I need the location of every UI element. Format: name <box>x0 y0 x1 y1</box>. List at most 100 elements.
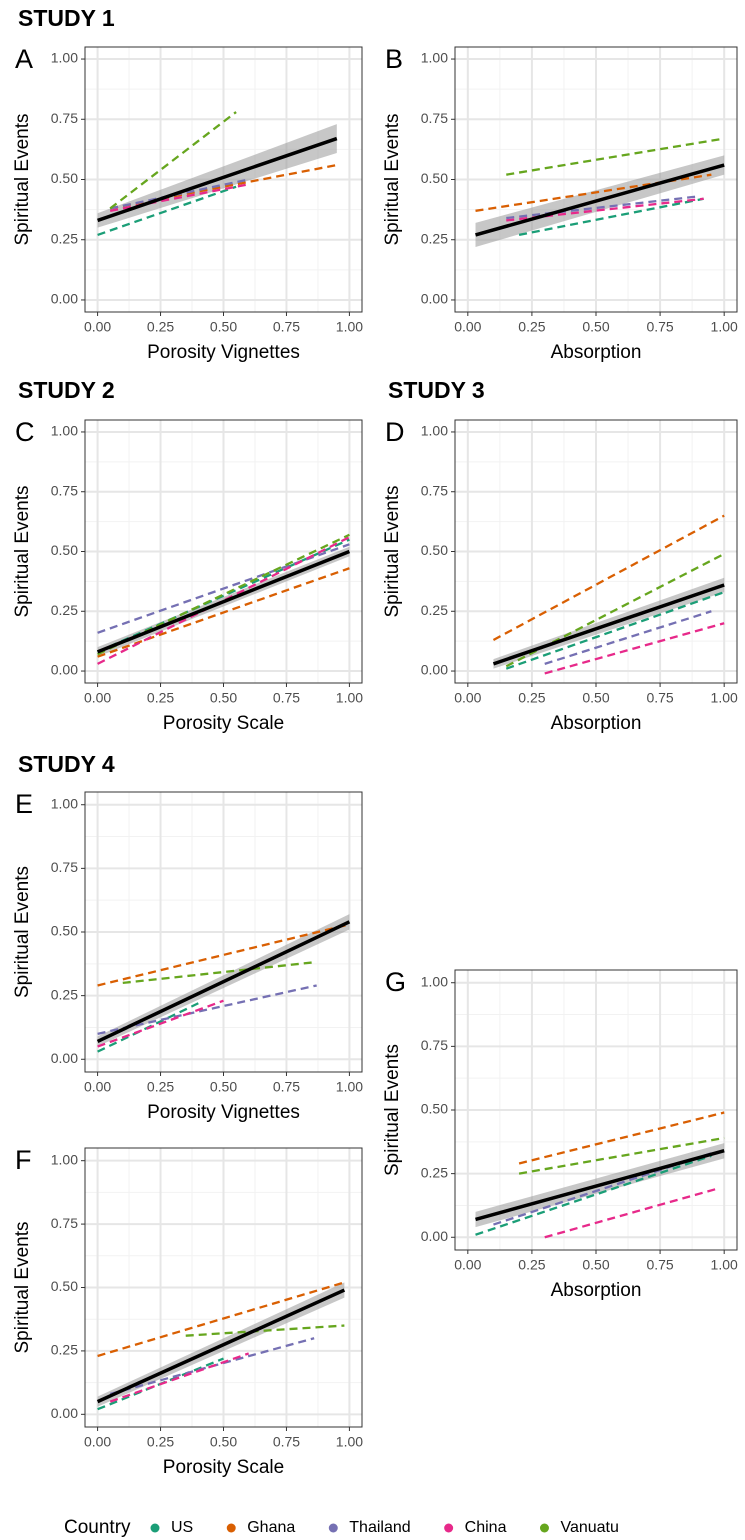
country-fit-line <box>492 514 725 641</box>
y-tick-label: 0.25 <box>421 230 448 246</box>
y-tick-label: 0.75 <box>51 110 78 126</box>
x-tick-label: 0.25 <box>147 319 174 335</box>
x-tick-label: 0.75 <box>646 319 673 335</box>
x-axis-label: Absorption <box>551 342 642 363</box>
x-tick-label: 0.25 <box>518 319 545 335</box>
y-tick-label: 0.00 <box>421 662 448 678</box>
plot-border <box>84 791 363 1073</box>
country-fit-line <box>109 111 237 210</box>
y-tick-label: 1.00 <box>421 973 448 989</box>
y-tick-label: 0.50 <box>421 542 448 558</box>
x-tick-label: 0.00 <box>454 319 481 335</box>
y-tick-label: 0.25 <box>421 1164 448 1180</box>
x-axis-label: Porosity Vignettes <box>147 1102 300 1123</box>
y-tick-label: 0.75 <box>51 1215 78 1231</box>
y-axis-label: Spiritual Events <box>12 1221 33 1353</box>
country-fit-line <box>97 923 350 987</box>
y-tick-label: 1.00 <box>421 423 448 439</box>
y-tick-label: 0.50 <box>421 170 448 186</box>
x-tick-label: 0.50 <box>210 319 237 335</box>
x-tick-label: 0.50 <box>582 319 609 335</box>
y-tick-label: 1.00 <box>421 50 448 66</box>
panel-letter: B <box>385 44 403 74</box>
x-tick-label: 1.00 <box>711 690 738 706</box>
plot-area <box>455 970 737 1250</box>
overall-fit-line <box>96 920 351 1044</box>
study-heading: STUDY 2 <box>18 377 115 403</box>
country-fit-line <box>97 536 350 665</box>
y-tick-label: 0.00 <box>51 662 78 678</box>
panel-letter: F <box>15 1145 32 1175</box>
panel-letter: C <box>15 417 35 447</box>
y-tick-label: 0.50 <box>51 170 78 186</box>
x-axis-label: Porosity Scale <box>163 713 284 734</box>
y-tick-label: 0.00 <box>51 291 78 307</box>
y-tick-label: 0.00 <box>421 291 448 307</box>
legend-swatch <box>150 1523 160 1533</box>
country-fit-line <box>97 984 317 1035</box>
legend-label: Vanuatu <box>560 1519 618 1536</box>
y-tick-label: 0.75 <box>51 482 78 498</box>
plot-area <box>455 47 737 312</box>
x-tick-label: 0.25 <box>518 1257 545 1273</box>
x-tick-label: 0.75 <box>646 1257 673 1273</box>
x-tick-label: 0.50 <box>582 1257 609 1273</box>
x-tick-label: 0.00 <box>454 1257 481 1273</box>
plot-border <box>454 46 738 313</box>
y-tick-label: 0.75 <box>421 110 448 126</box>
country-fit-line <box>122 961 312 985</box>
y-tick-label: 0.50 <box>51 923 78 939</box>
y-axis-label: Spiritual Events <box>382 1044 403 1176</box>
y-axis-label: Spiritual Events <box>382 485 403 617</box>
plot-border <box>454 969 738 1251</box>
overall-fit-line <box>475 163 725 237</box>
x-tick-label: 0.25 <box>518 690 545 706</box>
legend-label: China <box>465 1519 507 1536</box>
x-tick-label: 0.00 <box>84 1434 111 1450</box>
country-fit-line <box>544 1187 717 1239</box>
study-heading: STUDY 1 <box>18 5 115 31</box>
x-axis-label: Porosity Scale <box>163 1457 284 1478</box>
x-tick-label: 1.00 <box>336 1079 363 1095</box>
y-tick-label: 0.50 <box>51 542 78 558</box>
panel-letter: A <box>15 44 33 74</box>
legend-swatch <box>444 1523 454 1533</box>
x-tick-label: 0.75 <box>273 1079 300 1095</box>
overall-fit-line <box>96 1288 346 1404</box>
legend-swatch <box>539 1523 549 1533</box>
country-fit-line <box>185 1324 345 1337</box>
legend-label: Ghana <box>247 1519 295 1536</box>
plot-area <box>85 420 362 683</box>
panel-letter: G <box>385 967 406 997</box>
panel-letter: E <box>15 789 33 819</box>
x-tick-label: 0.25 <box>147 690 174 706</box>
x-tick-label: 1.00 <box>711 319 738 335</box>
plot-border <box>84 1147 363 1428</box>
x-tick-label: 0.50 <box>210 1079 237 1095</box>
plot-border <box>454 419 738 684</box>
country-fit-line <box>97 1281 345 1358</box>
legend-label: Thailand <box>349 1519 410 1536</box>
y-tick-label: 0.25 <box>421 602 448 618</box>
country-fit-line <box>518 1136 725 1175</box>
x-axis-label: Absorption <box>551 1280 642 1301</box>
study-heading: STUDY 4 <box>18 751 115 777</box>
y-tick-label: 0.25 <box>51 230 78 246</box>
y-tick-label: 0.00 <box>51 1405 78 1421</box>
legend-swatch <box>328 1523 338 1533</box>
country-fit-line <box>475 1154 712 1236</box>
y-axis-label: Spiritual Events <box>12 485 33 617</box>
country-fit-line <box>97 185 237 236</box>
x-tick-label: 0.50 <box>210 1434 237 1450</box>
country-fit-line <box>506 195 699 220</box>
y-tick-label: 0.75 <box>421 482 448 498</box>
country-fit-line <box>506 137 725 176</box>
country-fit-line <box>518 197 704 237</box>
x-tick-label: 0.50 <box>210 690 237 706</box>
legend-label: US <box>171 1519 193 1536</box>
x-tick-label: 0.75 <box>646 690 673 706</box>
y-tick-label: 0.75 <box>421 1037 448 1053</box>
panel-letter: D <box>385 417 405 447</box>
plot-border <box>84 46 363 313</box>
